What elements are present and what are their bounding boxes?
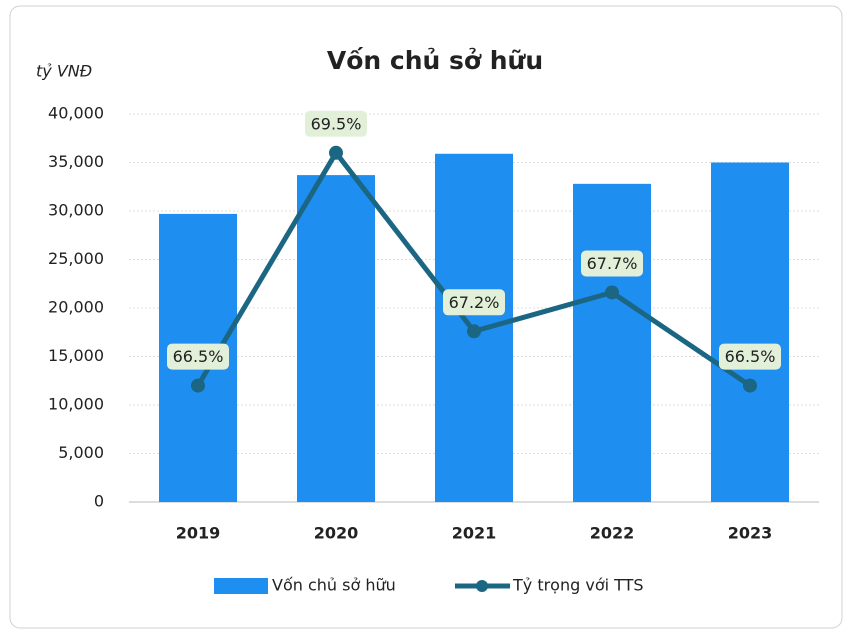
y-axis-label: tỷ VNĐ	[36, 62, 92, 81]
legend-swatch	[214, 578, 268, 594]
chart-title: Vốn chủ sở hữu	[327, 46, 543, 75]
y-tick-label: 30,000	[48, 201, 104, 220]
legend-label: Tỷ trọng với TTS	[512, 576, 644, 595]
bar	[297, 175, 375, 503]
line-marker	[467, 324, 481, 339]
bar	[573, 183, 651, 502]
y-tick-label: 20,000	[48, 298, 104, 317]
legend-swatch-marker	[476, 580, 488, 592]
line-marker	[743, 378, 757, 393]
x-tick-label: 2019	[176, 524, 221, 543]
y-tick-label: 35,000	[48, 152, 104, 171]
x-tick-label: 2023	[728, 524, 773, 543]
x-tick-label: 2021	[452, 524, 497, 543]
data-label: 66.5%	[173, 347, 224, 366]
data-label: 69.5%	[311, 114, 362, 133]
x-tick-label: 2022	[590, 524, 635, 543]
legend-label: Vốn chủ sở hữu	[272, 576, 396, 595]
data-label: 67.7%	[587, 254, 638, 273]
line-marker	[191, 378, 205, 393]
y-tick-label: 25,000	[48, 249, 104, 268]
y-tick-label: 0	[94, 492, 104, 511]
data-label-box	[719, 343, 781, 370]
data-label: 67.2%	[449, 293, 500, 312]
bar	[711, 162, 789, 502]
y-tick-label: 40,000	[48, 104, 104, 123]
line-marker	[605, 285, 619, 300]
y-tick-label: 15,000	[48, 346, 104, 365]
data-label: 66.5%	[725, 347, 776, 366]
data-label-box	[443, 289, 505, 316]
line-marker	[329, 145, 343, 160]
x-tick-label: 2020	[314, 524, 359, 543]
data-label-box	[581, 250, 643, 277]
data-label-box	[305, 110, 367, 137]
y-tick-label: 10,000	[48, 395, 104, 414]
y-tick-label: 5,000	[58, 443, 104, 462]
data-label-box	[167, 343, 229, 370]
